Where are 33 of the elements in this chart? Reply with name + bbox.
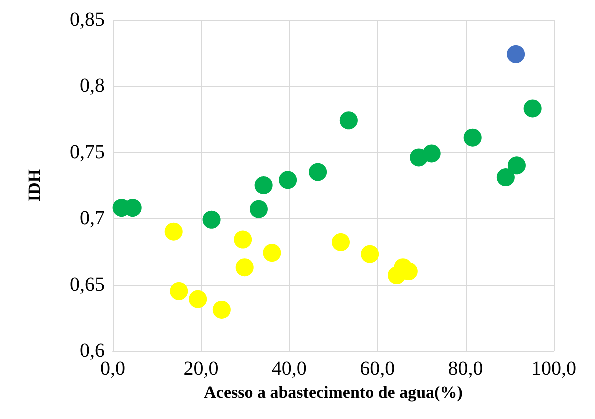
y-tick-label: 0,8: [80, 75, 105, 98]
x-axis-title: Acesso a abastecimento de agua(%): [204, 382, 463, 402]
point: [170, 282, 188, 300]
x-tick-label: 60,0: [360, 358, 396, 380]
point: [263, 244, 282, 262]
point: [524, 100, 542, 118]
y-axis-title: IDH: [25, 169, 44, 202]
x-tick-label: 20,0: [184, 358, 219, 380]
point: [236, 258, 254, 277]
point: [332, 233, 350, 252]
x-tick-label: 40,0: [272, 358, 307, 380]
point: [250, 200, 268, 218]
point: [508, 156, 526, 175]
x-tick-label: 80,0: [448, 358, 484, 380]
point: [189, 290, 208, 308]
point: [507, 45, 526, 64]
point: [496, 168, 515, 187]
point: [279, 171, 298, 190]
point: [164, 222, 183, 241]
point: [464, 128, 482, 147]
point: [361, 245, 380, 264]
point: [254, 176, 273, 194]
y-tick-label: 0,7: [80, 208, 105, 230]
point: [422, 144, 441, 163]
point: [309, 163, 328, 182]
y-tick-label: 0,75: [70, 141, 105, 164]
y-tick-label: 0,85: [70, 9, 105, 31]
point: [340, 112, 358, 130]
point: [212, 300, 231, 319]
y-tick-label: 0,65: [70, 274, 105, 296]
point: [202, 210, 221, 229]
x-tick-label: 100,0: [532, 358, 576, 380]
point: [234, 230, 252, 249]
